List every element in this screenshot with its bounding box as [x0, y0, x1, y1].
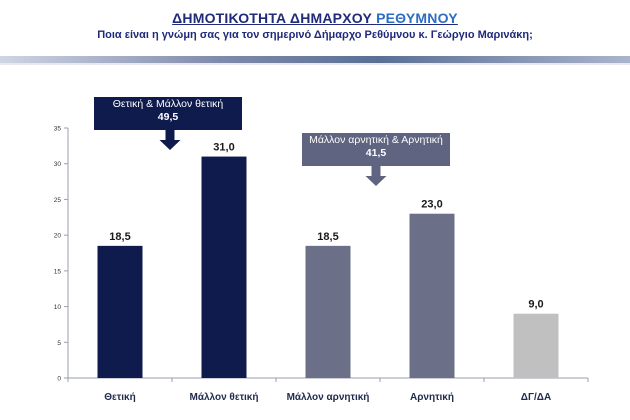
y-tick-label: 5	[57, 340, 61, 347]
bar-value-label: 31,0	[213, 142, 234, 154]
callout-negative-value: 41,5	[365, 147, 387, 159]
bar-2	[201, 156, 247, 378]
callout-negative: Μάλλον αρνητική & Αρνητική 41,5	[302, 134, 450, 160]
chart-title-main: ΔΗΜΟΤΙΚΟΤΗΤΑ ΔΗΜΑΡΧΟΥ	[172, 10, 377, 26]
bar-value-label: 23,0	[421, 199, 442, 211]
callout-negative-label: Μάλλον αρνητική & Αρνητική	[309, 134, 443, 146]
bar-3	[305, 245, 351, 378]
y-tick-label: 25	[54, 197, 62, 204]
y-tick-label: 10	[54, 304, 62, 311]
bar-5	[513, 313, 559, 378]
bar-4	[409, 213, 455, 378]
callout-positive-box	[94, 97, 242, 130]
chart-subtitle: Ποια είναι η γνώμη σας για τον σημερινό …	[97, 29, 533, 41]
chart-title-highlight: ΡΕΘΥΜΝΟΥ	[376, 10, 458, 26]
bar-value-label: 18,5	[317, 231, 338, 243]
callout-positive-label: Θετική & Μάλλον θετική	[112, 98, 224, 110]
y-tick-label: 20	[54, 233, 62, 240]
callout-positive: Θετική & Μάλλον θετική 49,5	[94, 98, 242, 124]
y-tick-label: 35	[54, 126, 62, 133]
x-category-label: ΔΓ/ΔΑ	[521, 392, 551, 403]
y-tick-label: 15	[54, 268, 62, 275]
callout-negative-arrow	[365, 166, 387, 186]
callout-positive-arrow	[159, 130, 181, 150]
bar-1	[97, 245, 143, 378]
callout-negative-box	[302, 133, 450, 166]
header-divider-shadow	[0, 63, 630, 65]
x-category-label: Μάλλον θετική	[189, 392, 258, 403]
x-category-label: Μάλλον αρνητική	[287, 392, 370, 403]
chart-header: ΔΗΜΟΤΙΚΟΤΗΤΑ ΔΗΜΑΡΧΟΥ ΡΕΘΥΜΝΟΥ Ποια είνα…	[0, 0, 630, 60]
x-category-label: Θετική	[104, 392, 135, 403]
chart-title: ΔΗΜΟΤΙΚΟΤΗΤΑ ΔΗΜΑΡΧΟΥ ΡΕΘΥΜΝΟΥ	[0, 10, 630, 26]
y-tick-label: 0	[57, 376, 61, 383]
header-divider	[0, 56, 630, 63]
x-category-label: Αρνητική	[410, 392, 454, 403]
bar-value-label: 9,0	[528, 299, 543, 311]
bar-value-label: 18,5	[109, 231, 130, 243]
callout-positive-value: 49,5	[157, 111, 179, 123]
y-tick-label: 30	[54, 161, 62, 168]
